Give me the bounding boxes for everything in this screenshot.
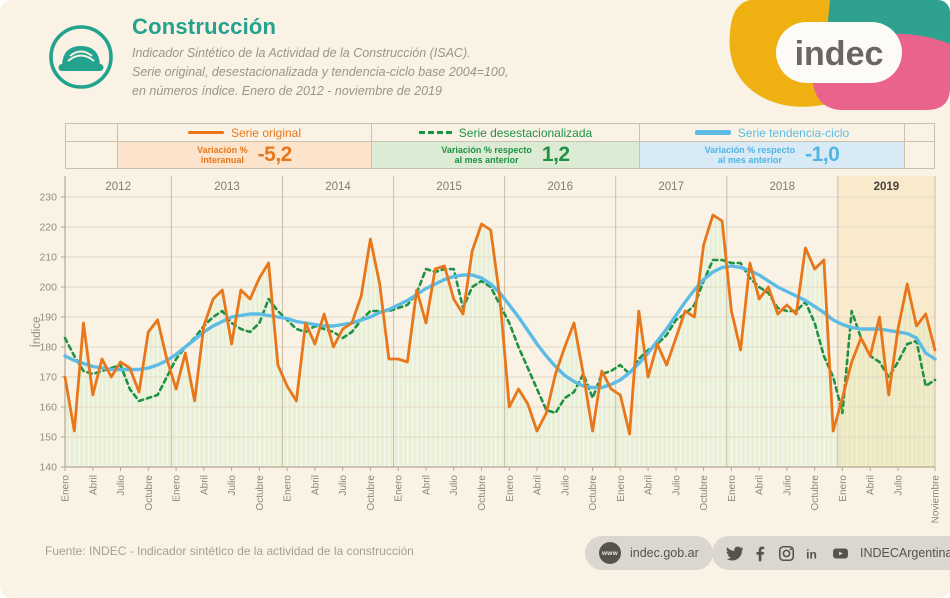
legend-spacer-left [65,142,118,168]
svg-text:Enero: Enero [61,475,72,502]
svg-text:Noviembre: Noviembre [931,475,942,524]
svg-text:2017: 2017 [658,181,684,193]
svg-text:Julio: Julio [227,475,238,496]
variation-value: -5,2 [257,143,293,166]
variation-box-desestacionalizada: Variación % respecto al mes anterior 1,2 [372,142,639,168]
legend-serie-tendencia-ciclo: Serie tendencia-ciclo [640,124,905,141]
svg-text:Enero: Enero [394,475,405,502]
twitter-icon[interactable] [726,545,743,562]
header: Construcción Indicador Sintético de la A… [132,14,692,100]
svg-text:160: 160 [39,402,57,414]
svg-text:Octubre: Octubre [810,475,821,511]
social-handle: INDECArgentina [860,546,950,560]
svg-text:2016: 2016 [547,181,573,193]
svg-text:Enero: Enero [727,475,738,502]
construction-helmet-icon [47,23,115,91]
blue-line-swatch [694,130,731,135]
legend-spacer-left [65,124,118,141]
svg-text:Julio: Julio [560,475,571,496]
variation-value: -1,0 [805,143,840,166]
svg-text:Abril: Abril [644,475,655,495]
legend-label: Serie desestacionalizada [458,125,593,140]
svg-text:2014: 2014 [325,181,351,193]
source-note: Fuente: INDEC - Indicador sintético de l… [45,544,414,558]
green-dashed-swatch [418,130,452,135]
svg-text:2015: 2015 [436,181,462,193]
legend-serie-desestacionalizada: Serie desestacionalizada [372,124,640,141]
svg-text:Julio: Julio [449,475,460,496]
subtitle-line-3: en números índice. Enero de 2012 - novie… [132,83,442,98]
svg-text:Enero: Enero [616,475,627,502]
indec-logo: indec [710,0,950,110]
svg-text:Julio: Julio [894,475,905,496]
svg-text:in: in [806,547,817,561]
svg-text:Abril: Abril [310,475,321,495]
svg-text:2019: 2019 [874,181,900,193]
subtitle-line-1: Indicador Sintético de la Actividad de l… [132,46,471,60]
svg-text:Julio: Julio [116,475,127,496]
website-pill[interactable]: www indec.gob.ar [585,536,713,570]
svg-text:Julio: Julio [671,475,682,496]
orange-line-swatch [187,130,224,135]
svg-text:2013: 2013 [214,181,240,193]
svg-text:Enero: Enero [283,475,294,502]
svg-text:230: 230 [39,192,57,204]
svg-text:220: 220 [39,222,57,234]
youtube-icon[interactable] [830,545,851,562]
page-title: Construcción [132,14,277,39]
svg-text:150: 150 [39,432,57,444]
legend-spacer-right [905,142,935,168]
svg-text:Octubre: Octubre [588,475,599,511]
svg-text:2018: 2018 [770,181,796,193]
svg-text:Octubre: Octubre [144,475,155,511]
svg-text:Abril: Abril [755,475,766,495]
svg-text:Índice: Índice [30,317,43,348]
svg-text:Octubre: Octubre [699,475,710,511]
svg-text:Octubre: Octubre [366,475,377,511]
variation-label: Variación % interanual [197,144,248,165]
legend-label: Serie tendencia-ciclo [737,125,850,140]
svg-text:Octubre: Octubre [477,475,488,511]
svg-text:Enero: Enero [172,475,183,502]
svg-text:Enero: Enero [505,475,516,502]
isac-chart: 2012 2013 2014 2015 2016 2017 2018 2019 140 150 16… [0,170,950,538]
indec-logo-text: indec [795,35,884,73]
social-pill[interactable]: in INDECArgentina [712,536,950,570]
svg-text:Julio: Julio [338,475,349,496]
svg-text:170: 170 [39,372,57,384]
svg-text:210: 210 [39,252,57,264]
legend-table: Serie original Serie desestacionalizada … [65,123,935,169]
variation-value: 1,2 [541,143,570,166]
svg-text:190: 190 [39,312,57,324]
svg-text:Octubre: Octubre [255,475,266,511]
linkedin-icon[interactable]: in [804,545,821,562]
facebook-icon[interactable] [752,545,769,562]
svg-text:Enero: Enero [838,475,849,502]
svg-text:2012: 2012 [105,181,131,193]
www-icon: www [599,542,621,564]
subtitle-line-2: Serie original, desestacionalizada y ten… [132,64,509,79]
page-subtitle: Indicador Sintético de la Actividad de l… [132,44,692,100]
variation-label: Variación % respecto al mes anterior [441,144,532,165]
svg-text:200: 200 [39,282,57,294]
svg-text:Abril: Abril [422,475,433,495]
svg-text:Abril: Abril [88,475,99,495]
variation-label: Variación % respecto al mes anterior [704,144,796,165]
svg-text:Abril: Abril [533,475,544,495]
legend-serie-original: Serie original [118,124,372,141]
variation-box-tendencia: Variación % respecto al mes anterior -1,… [640,142,904,168]
legend-label: Serie original [230,125,302,140]
svg-text:180: 180 [39,342,57,354]
website-url: indec.gob.ar [630,546,699,560]
svg-text:Abril: Abril [199,475,210,495]
variation-box-original: Variación % interanual -5,2 [118,142,371,168]
svg-text:Julio: Julio [782,475,793,496]
svg-text:140: 140 [39,462,57,474]
svg-text:Abril: Abril [866,475,877,495]
instagram-icon[interactable] [778,545,795,562]
legend-spacer-right [905,124,935,141]
